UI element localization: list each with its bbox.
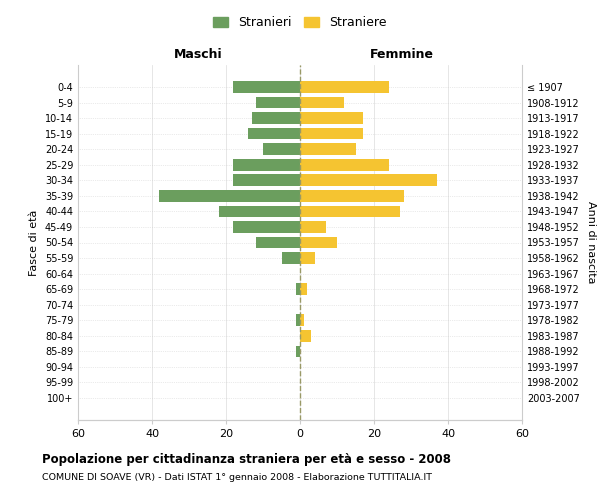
Bar [300,96,344,108]
Bar [263,144,300,155]
Bar [300,174,437,186]
Legend: Stranieri, Straniere: Stranieri, Straniere [208,11,392,34]
Bar [296,346,300,357]
Bar [160,190,300,202]
Bar [300,314,304,326]
Bar [300,284,307,295]
Y-axis label: Fasce di età: Fasce di età [29,210,39,276]
Bar [233,81,300,93]
Bar [281,252,300,264]
Bar [300,159,389,170]
Bar [300,81,389,93]
Text: COMUNE DI SOAVE (VR) - Dati ISTAT 1° gennaio 2008 - Elaborazione TUTTITALIA.IT: COMUNE DI SOAVE (VR) - Dati ISTAT 1° gen… [42,472,432,482]
Bar [300,252,315,264]
Bar [300,221,326,233]
Text: Popolazione per cittadinanza straniera per età e sesso - 2008: Popolazione per cittadinanza straniera p… [42,452,451,466]
Bar [256,96,300,108]
Bar [252,112,300,124]
Bar [300,330,311,342]
Y-axis label: Anni di nascita: Anni di nascita [586,201,596,284]
Bar [300,236,337,248]
Bar [233,221,300,233]
Bar [300,128,363,140]
Bar [233,159,300,170]
Bar [233,174,300,186]
Bar [256,236,300,248]
Bar [248,128,300,140]
Bar [300,144,355,155]
Bar [296,284,300,295]
Bar [300,206,400,217]
Text: Femmine: Femmine [370,48,434,62]
Bar [218,206,300,217]
Text: Maschi: Maschi [173,48,222,62]
Bar [296,314,300,326]
Bar [300,190,404,202]
Bar [300,112,363,124]
